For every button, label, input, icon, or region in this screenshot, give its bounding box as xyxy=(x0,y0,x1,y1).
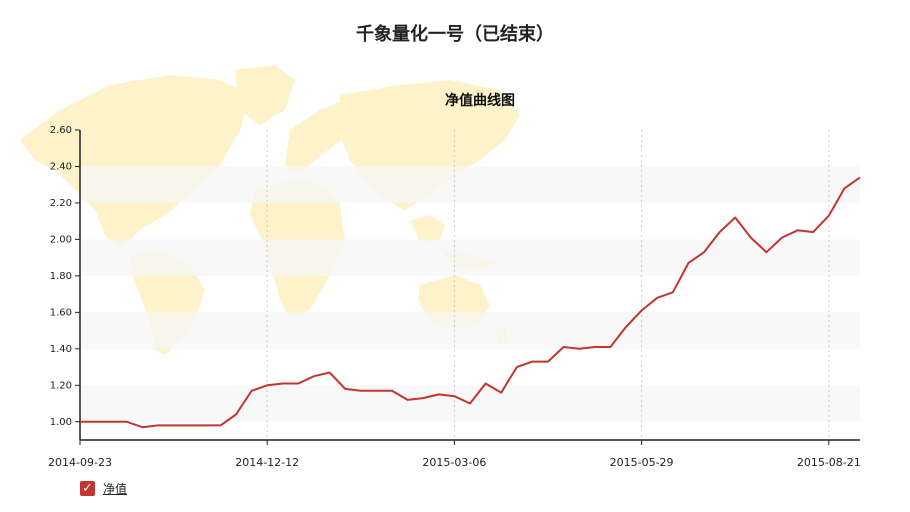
y-tick-label: 2.40 xyxy=(50,161,72,172)
y-tick-label: 2.20 xyxy=(50,198,72,209)
y-tick-label: 2.60 xyxy=(50,125,72,136)
x-tick-label: 2015-05-29 xyxy=(610,456,674,469)
y-tick-label: 1.60 xyxy=(50,307,72,318)
legend-label: 净值 xyxy=(103,482,128,496)
map-greenland xyxy=(235,65,295,125)
map-north-america xyxy=(20,75,250,250)
y-tick-label: 1.80 xyxy=(50,271,72,282)
chart-title: 净值曲线图 xyxy=(445,92,515,109)
checkbox-checked-icon[interactable]: ✓ xyxy=(80,481,95,496)
grid-band xyxy=(80,166,860,203)
grid-band xyxy=(80,239,860,276)
grid-band xyxy=(80,312,860,349)
x-tick-label: 2015-08-21 xyxy=(797,456,861,469)
x-tick-label: 2015-03-06 xyxy=(422,456,486,469)
y-tick-label: 1.20 xyxy=(50,380,72,391)
x-tick-label: 2014-12-12 xyxy=(235,456,299,469)
x-tick-label: 2014-09-23 xyxy=(48,456,112,469)
page-title: 千象量化一号（已结束） xyxy=(356,24,554,45)
map-southeast-asia xyxy=(410,215,445,242)
y-tick-label: 2.00 xyxy=(50,234,72,245)
series-line-net-value xyxy=(80,176,861,429)
y-tick-label: 1.00 xyxy=(50,417,72,428)
y-tick-label: 1.40 xyxy=(50,344,72,355)
legend-item-net-value[interactable]: ✓ 净值 xyxy=(80,480,127,497)
